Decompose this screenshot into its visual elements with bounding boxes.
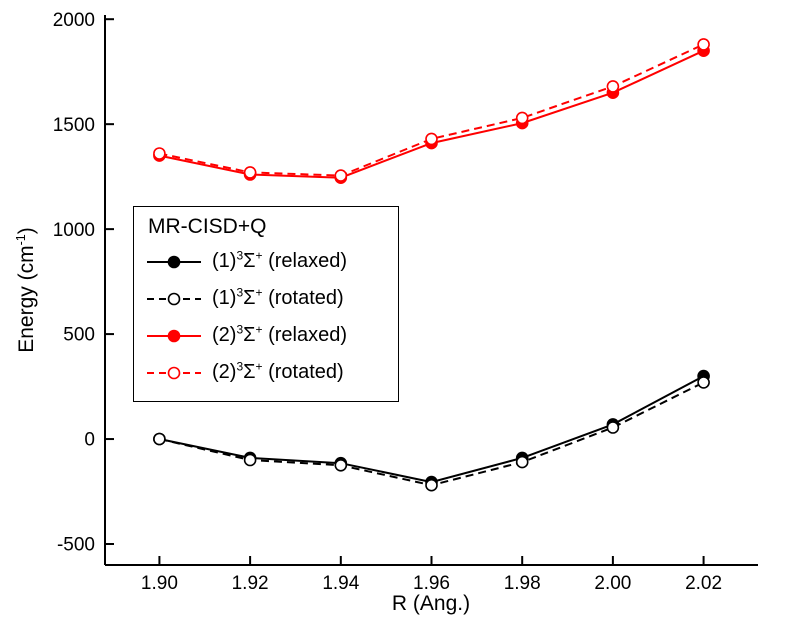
legend-item: (2)3Σ+ (relaxed) bbox=[146, 317, 386, 354]
y-axis-label-superscript: -1 bbox=[14, 234, 28, 246]
data-point bbox=[515, 111, 529, 125]
y-tick-label: 0 bbox=[84, 430, 95, 451]
series-line-3 bbox=[159, 43, 705, 177]
data-point bbox=[425, 478, 438, 492]
data-point bbox=[243, 453, 257, 467]
series-line-2 bbox=[159, 49, 705, 179]
data-point bbox=[697, 38, 710, 51]
x-tick-label: 1.96 bbox=[413, 573, 450, 594]
x-tick-label: 2.00 bbox=[594, 573, 631, 594]
y-axis-label: Energy (cm-1) bbox=[14, 227, 39, 353]
y-tick-label: -500 bbox=[57, 535, 95, 556]
x-tick-label: 1.92 bbox=[232, 573, 269, 594]
legend-line-sample-black-solid bbox=[147, 255, 201, 268]
data-point bbox=[334, 458, 348, 472]
x-tick-label: 1.98 bbox=[504, 573, 541, 594]
legend-item: (1)3Σ+ (relaxed) bbox=[146, 243, 386, 280]
x-tick-label: 1.94 bbox=[322, 573, 359, 594]
data-point bbox=[606, 80, 620, 93]
x-axis-label: R (Ang.) bbox=[391, 592, 471, 615]
data-point bbox=[425, 132, 438, 146]
legend: MR-CISD+Q (1)3Σ+ (relaxed) (1)3Σ+ (rotat… bbox=[133, 206, 399, 402]
data-point bbox=[515, 455, 529, 469]
legend-item: (2)3Σ+ (rotated) bbox=[146, 354, 386, 391]
series-markers-1 bbox=[153, 376, 710, 492]
legend-line-sample-black-dashed bbox=[147, 292, 201, 305]
legend-line-sample-red-solid bbox=[147, 329, 201, 342]
legend-label: (2)3Σ+ (rotated) bbox=[212, 359, 344, 383]
legend-label: (1)3Σ+ (relaxed) bbox=[212, 248, 348, 272]
y-tick-label: 1000 bbox=[53, 220, 95, 241]
y-tick-label: 2000 bbox=[53, 10, 95, 31]
y-axis-ticks: -500 0 500 1000 1500 2000 bbox=[53, 10, 114, 556]
data-point bbox=[334, 169, 348, 182]
data-point bbox=[153, 147, 166, 160]
x-axis-ticks: 1.90 1.92 1.94 1.96 1.98 2.00 2.02 bbox=[141, 556, 722, 594]
series-markers-2 bbox=[153, 44, 710, 184]
legend-line-sample-red-dashed bbox=[147, 366, 201, 379]
y-axis-label-text: Energy (cm bbox=[15, 245, 38, 353]
data-point bbox=[697, 376, 710, 389]
legend-item: (1)3Σ+ (rotated) bbox=[146, 280, 386, 317]
x-tick-label: 1.90 bbox=[141, 573, 178, 594]
y-tick-label: 1500 bbox=[53, 115, 95, 136]
y-tick-label: 500 bbox=[63, 325, 95, 346]
series-markers-3 bbox=[153, 38, 710, 182]
data-point bbox=[153, 432, 166, 446]
legend-label: (1)3Σ+ (rotated) bbox=[212, 285, 344, 309]
x-tick-label: 2.02 bbox=[685, 573, 722, 594]
legend-label: (2)3Σ+ (relaxed) bbox=[212, 322, 348, 346]
data-point bbox=[243, 166, 257, 179]
y-axis-label-close: ) bbox=[15, 227, 38, 235]
data-point bbox=[606, 421, 620, 434]
legend-title: MR-CISD+Q bbox=[148, 215, 267, 238]
